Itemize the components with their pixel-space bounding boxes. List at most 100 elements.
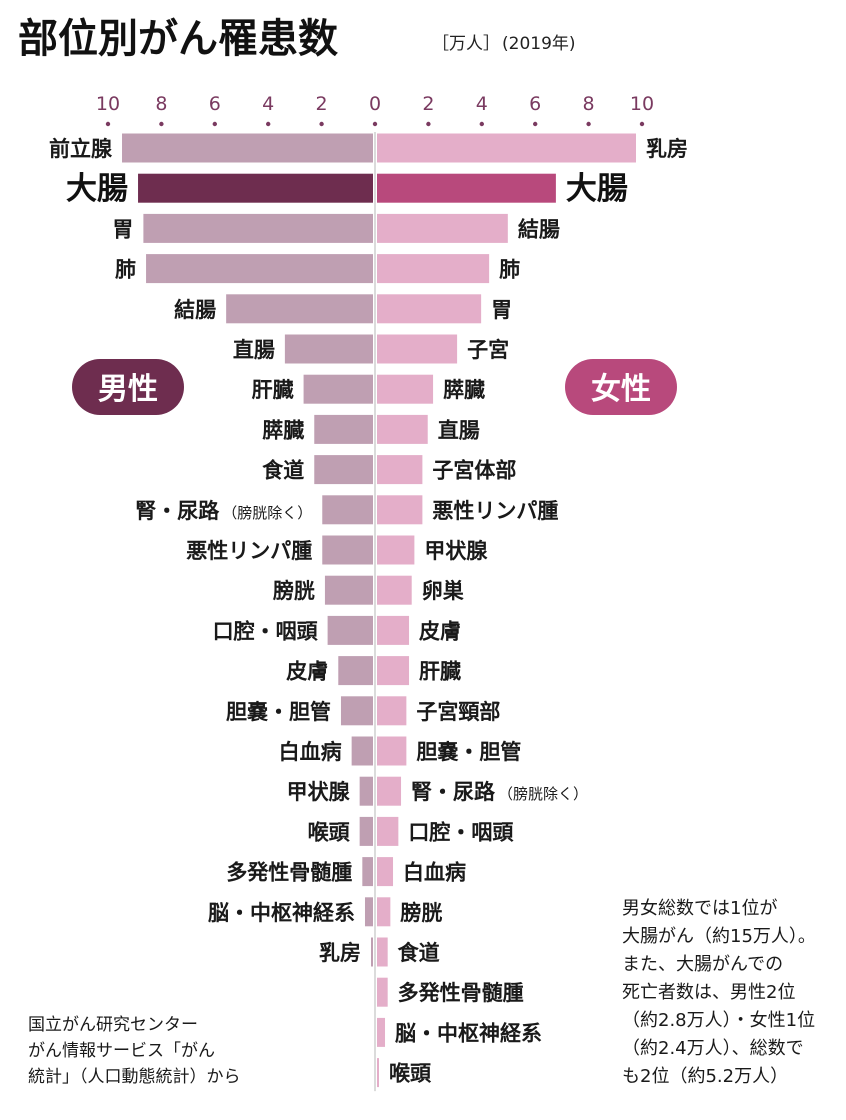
female-bar xyxy=(377,535,415,565)
male-category-label: 口腔・咽頭 xyxy=(213,619,319,643)
male-category-label: 胆嚢・胆管 xyxy=(226,700,331,724)
male-bar xyxy=(324,575,373,605)
x-tick-label: 4 xyxy=(262,93,274,115)
note-line: も2位（約5.2万人） xyxy=(622,1066,788,1087)
female-category-label: 胆嚢・胆管 xyxy=(416,740,521,764)
female-bar xyxy=(377,495,423,525)
male-bar xyxy=(143,213,373,243)
male-category-label: 膀胱 xyxy=(272,579,315,603)
female-bar xyxy=(377,575,412,605)
female-category-label: 子宮頸部 xyxy=(416,700,500,724)
axis: 10 8 6 4 2 0 2 4 6 8 10 xyxy=(96,93,654,1092)
male-bar xyxy=(284,334,373,364)
source-line: 国立がん研究センター xyxy=(28,1015,198,1035)
unit-label: ［万人］ xyxy=(432,34,500,54)
x-tick-dot xyxy=(159,121,164,127)
year-label: (2019年) xyxy=(502,34,576,54)
female-bar xyxy=(377,1017,386,1047)
x-tick-label: 6 xyxy=(529,93,541,115)
female-category-label: 脳・中枢神経系 xyxy=(395,1021,542,1045)
female-bar xyxy=(377,656,410,686)
female-bar xyxy=(377,776,402,806)
male-category-label: 喉頭 xyxy=(308,820,351,844)
x-tick-label: 0 xyxy=(369,93,381,115)
female-category-label: 白血病 xyxy=(403,861,466,885)
male-category-label: 肝臓 xyxy=(252,378,294,402)
male-badge-label: 男性 xyxy=(98,372,158,407)
x-tick-dot xyxy=(266,121,271,127)
female-bar xyxy=(377,414,428,444)
male-bar xyxy=(314,414,373,444)
female-bar xyxy=(377,615,410,645)
x-tick-label: 8 xyxy=(155,93,167,115)
female-category-label: 胃 xyxy=(491,298,512,322)
female-category-label: 多発性骨髄腫 xyxy=(398,981,524,1005)
male-category-label: 腎・尿路 （膀胱除く） xyxy=(135,499,312,523)
x-tick-dot xyxy=(479,121,484,127)
female-bar xyxy=(377,937,388,967)
x-tick-label: 10 xyxy=(96,93,120,115)
note-line: （約2.8万人）・女性1位 xyxy=(622,1010,815,1031)
x-tick-dot xyxy=(105,121,111,127)
x-tick-label: 4 xyxy=(476,93,488,115)
male-bar xyxy=(338,656,373,686)
x-tick-dot xyxy=(586,121,591,127)
bars xyxy=(122,133,636,1088)
female-category-label: 肺 xyxy=(499,258,520,282)
female-category-label: 悪性リンパ腫 xyxy=(432,499,558,523)
male-bar xyxy=(327,615,373,645)
male-category-label: 直腸 xyxy=(233,338,275,362)
male-bar xyxy=(359,816,373,846)
female-bar xyxy=(377,254,490,284)
female-bar xyxy=(377,816,399,846)
female-category-label: 結腸 xyxy=(518,217,560,241)
male-bar xyxy=(322,495,373,525)
female-bar xyxy=(377,294,482,324)
male-category-label: 皮膚 xyxy=(286,660,328,684)
male-bar xyxy=(138,173,373,203)
x-tick-dot xyxy=(212,121,217,127)
female-bar xyxy=(377,374,434,404)
female-badge-label: 女性 xyxy=(591,372,651,407)
male-bar xyxy=(226,294,373,324)
male-category-label: 膵臓 xyxy=(262,418,304,442)
female-badge: 女性 xyxy=(565,359,677,415)
female-bar xyxy=(377,455,423,485)
female-category-label: 食道 xyxy=(398,941,440,965)
male-bar xyxy=(362,857,373,887)
female-bar xyxy=(377,736,407,766)
male-category-label: 脳・中枢神経系 xyxy=(208,901,355,925)
male-category-label: 肺 xyxy=(115,258,136,282)
female-category-label: 大腸 xyxy=(566,171,628,207)
female-bar xyxy=(377,334,458,364)
male-category-label: 胃 xyxy=(112,217,133,241)
note-line: 大腸がん（約15万人）。 xyxy=(622,926,816,947)
female-bar xyxy=(377,696,407,726)
male-category-label: 白血病 xyxy=(279,740,342,764)
female-category-label: 甲状腺 xyxy=(424,539,488,563)
female-category-label: 膵臓 xyxy=(443,378,485,402)
female-badge-background xyxy=(565,359,677,415)
male-category-label: 結腸 xyxy=(174,298,216,322)
female-category-label: 腎・尿路 （膀胱除く） xyxy=(411,780,588,804)
note-line: 死亡者数は、男性2位 xyxy=(622,982,795,1003)
female-bar xyxy=(377,173,556,203)
source-line: 統計」（人口動態統計）から xyxy=(28,1067,241,1087)
male-category-label: 悪性リンパ腫 xyxy=(186,539,312,563)
note-line: （約2.4万人）、総数で xyxy=(622,1038,804,1059)
x-tick-dot xyxy=(372,121,378,127)
female-bar xyxy=(377,213,508,243)
x-tick-label: 10 xyxy=(630,93,654,115)
female-category-label: 膀胱 xyxy=(399,901,442,925)
male-bar xyxy=(314,455,373,485)
male-bar xyxy=(146,254,373,284)
x-tick-label: 6 xyxy=(209,93,221,115)
male-category-label: 食道 xyxy=(262,459,304,483)
female-category-label: 口腔・咽頭 xyxy=(408,820,514,844)
female-bar xyxy=(377,133,636,163)
note-line: また、大腸がんでの xyxy=(622,954,783,975)
male-bar xyxy=(364,897,373,927)
female-bar xyxy=(377,977,388,1007)
x-tick-dot xyxy=(533,121,538,127)
